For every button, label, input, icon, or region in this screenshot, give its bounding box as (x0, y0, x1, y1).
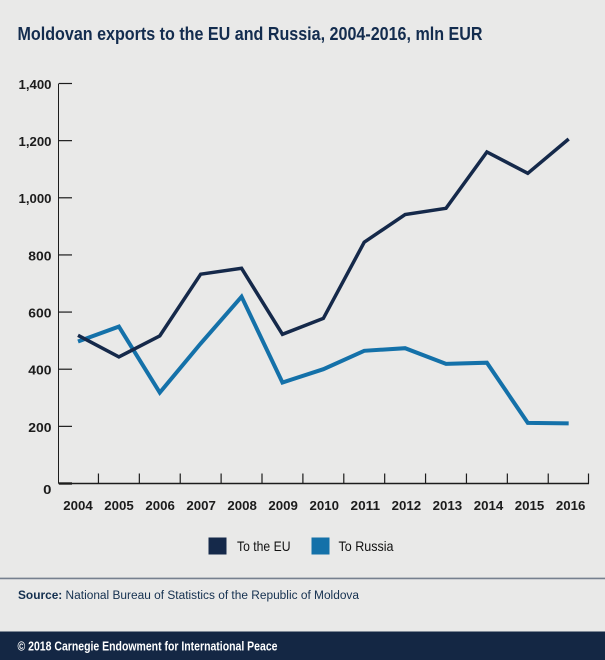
svg-text:1,000: 1,000 (19, 191, 52, 206)
svg-text:2015: 2015 (515, 498, 545, 513)
svg-text:2004: 2004 (63, 498, 93, 513)
svg-text:Source: National Bureau of Sta: Source: National Bureau of Statistics of… (18, 590, 360, 602)
svg-text:2010: 2010 (310, 498, 340, 513)
svg-text:1,200: 1,200 (19, 134, 52, 149)
svg-text:To Russia: To Russia (339, 538, 394, 554)
svg-text:2007: 2007 (186, 498, 216, 513)
svg-text:2014: 2014 (474, 498, 504, 513)
svg-text:Moldovan exports to the EU and: Moldovan exports to the EU and Russia, 2… (18, 23, 483, 44)
svg-text:800: 800 (28, 248, 51, 263)
svg-text:2008: 2008 (227, 498, 257, 513)
svg-text:400: 400 (28, 363, 51, 378)
svg-text:1,400: 1,400 (19, 77, 52, 92)
svg-text:0: 0 (43, 482, 51, 497)
svg-text:200: 200 (28, 420, 51, 435)
svg-text:2012: 2012 (392, 498, 422, 513)
svg-text:2005: 2005 (104, 498, 134, 513)
svg-text:2006: 2006 (145, 498, 175, 513)
svg-text:600: 600 (28, 306, 51, 321)
svg-text:2011: 2011 (351, 498, 381, 513)
svg-text:© 2018 Carnegie Endowment for: © 2018 Carnegie Endowment for Internatio… (18, 640, 278, 654)
svg-text:2013: 2013 (433, 498, 463, 513)
svg-text:2009: 2009 (268, 498, 298, 513)
svg-text:2016: 2016 (556, 498, 586, 513)
svg-text:To the EU: To the EU (237, 538, 291, 554)
